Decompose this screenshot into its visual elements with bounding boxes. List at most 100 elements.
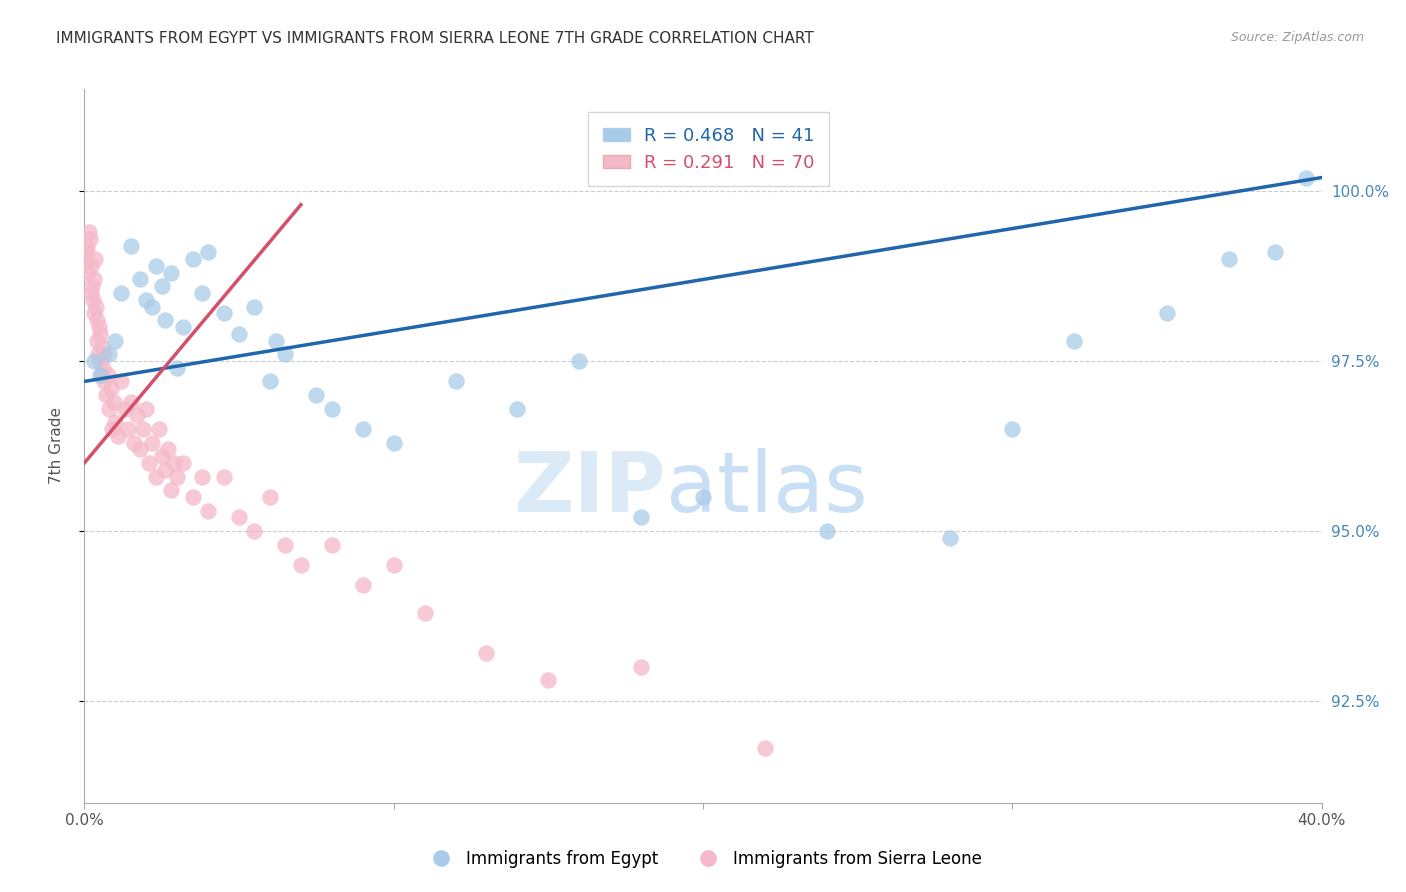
Point [1001, 422, 1024, 436]
Point [692, 490, 714, 504]
Point [97, 368, 120, 382]
Point [181, 252, 204, 266]
Point [91, 360, 114, 375]
Point [264, 334, 287, 348]
Point [82, 293, 104, 307]
Point [122, 435, 145, 450]
Point [76, 238, 98, 252]
Point [79, 286, 101, 301]
Point [107, 429, 129, 443]
Point [191, 286, 214, 301]
Point [98, 401, 121, 416]
Point [630, 510, 652, 524]
Point [382, 435, 405, 450]
Point [274, 537, 297, 551]
Point [110, 286, 132, 301]
Point [506, 401, 529, 416]
Point [76, 245, 98, 260]
Point [100, 381, 122, 395]
Point [537, 673, 560, 688]
Point [153, 313, 176, 327]
Text: IMMIGRANTS FROM EGYPT VS IMMIGRANTS FROM SIERRA LEONE 7TH GRADE CORRELATION CHAR: IMMIGRANTS FROM EGYPT VS IMMIGRANTS FROM… [56, 31, 814, 46]
Point [413, 606, 436, 620]
Point [90, 368, 112, 382]
Point [150, 449, 173, 463]
Point [98, 347, 121, 361]
Point [129, 442, 152, 457]
Point [89, 320, 111, 334]
Point [939, 531, 962, 545]
Point [352, 422, 374, 436]
Point [444, 375, 467, 389]
Point [166, 360, 188, 375]
Point [815, 524, 838, 538]
Point [172, 456, 194, 470]
Point [243, 524, 266, 538]
Point [138, 456, 160, 470]
Point [84, 252, 107, 266]
Point [84, 300, 107, 314]
Point [86, 334, 108, 348]
Legend: R = 0.468   N = 41, R = 0.291   N = 70: R = 0.468 N = 41, R = 0.291 N = 70 [588, 112, 830, 186]
Point [259, 375, 281, 389]
Point [166, 469, 188, 483]
Point [148, 422, 170, 436]
Point [89, 354, 111, 368]
Point [93, 375, 115, 389]
Point [150, 279, 173, 293]
Point [117, 422, 139, 436]
Point [212, 306, 235, 320]
Text: atlas: atlas [666, 449, 868, 529]
Point [125, 409, 148, 423]
Point [172, 320, 194, 334]
Point [91, 341, 114, 355]
Point [120, 238, 142, 252]
Point [305, 388, 328, 402]
Point [181, 490, 204, 504]
Point [212, 469, 235, 483]
Y-axis label: 7th Grade: 7th Grade [49, 408, 63, 484]
Point [274, 347, 297, 361]
Point [89, 326, 111, 341]
Point [87, 347, 110, 361]
Point [135, 293, 157, 307]
Point [82, 279, 104, 293]
Point [83, 272, 105, 286]
Legend: Immigrants from Egypt, Immigrants from Sierra Leone: Immigrants from Egypt, Immigrants from S… [418, 844, 988, 875]
Point [75, 252, 97, 266]
Point [93, 347, 115, 361]
Point [89, 368, 111, 382]
Point [135, 401, 157, 416]
Point [382, 558, 405, 572]
Point [243, 300, 266, 314]
Text: ZIP: ZIP [513, 449, 666, 529]
Point [163, 456, 186, 470]
Point [1264, 245, 1286, 260]
Point [228, 510, 250, 524]
Point [145, 469, 167, 483]
Point [77, 266, 100, 280]
Point [259, 490, 281, 504]
Point [475, 646, 498, 660]
Point [94, 388, 117, 402]
Point [83, 354, 105, 368]
Point [141, 300, 163, 314]
Point [86, 313, 108, 327]
Point [77, 225, 100, 239]
Point [153, 463, 176, 477]
Point [80, 259, 103, 273]
Point [145, 259, 167, 273]
Point [104, 334, 127, 348]
Point [132, 422, 155, 436]
Point [110, 375, 132, 389]
Point [1063, 334, 1085, 348]
Point [160, 483, 183, 498]
Point [197, 503, 219, 517]
Text: Source: ZipAtlas.com: Source: ZipAtlas.com [1230, 31, 1364, 45]
Point [141, 435, 163, 450]
Point [630, 660, 652, 674]
Point [103, 394, 125, 409]
Point [321, 537, 343, 551]
Point [191, 469, 214, 483]
Point [568, 354, 591, 368]
